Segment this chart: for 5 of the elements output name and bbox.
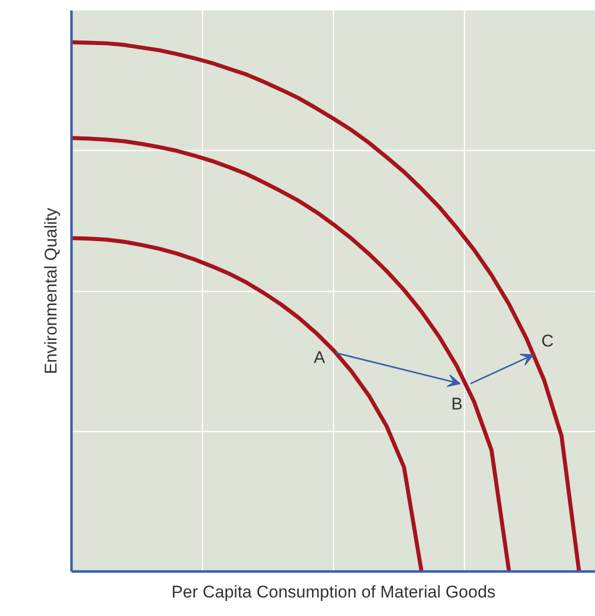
- x-axis-title: Per Capita Consumption of Material Goods: [171, 582, 496, 602]
- annotation: A: [314, 348, 326, 367]
- y-axis-title: Environmental Quality: [42, 207, 60, 374]
- annotation: C: [541, 332, 554, 351]
- annotation: B: [451, 394, 463, 414]
